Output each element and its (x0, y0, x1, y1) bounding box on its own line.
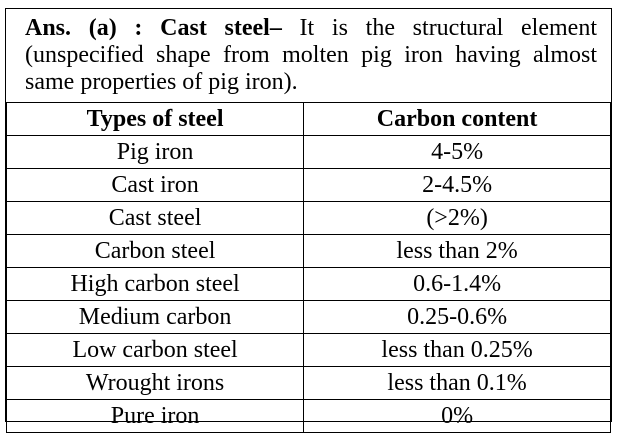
header-types-of-steel: Types of steel (5, 102, 305, 136)
answer-text: It is the structural element (unspecifie… (25, 15, 597, 95)
steel-type-cell: Cast steel (5, 201, 305, 235)
table-row: Cast iron 2-4.5% (5, 168, 611, 202)
carbon-content-cell: less than 2% (303, 234, 611, 268)
answer-paragraph: Ans. (a) : Cast steel– It is the structu… (6, 9, 611, 102)
steel-type-cell: Carbon steel (5, 234, 305, 268)
carbon-content-cell: 0% (303, 399, 611, 433)
carbon-content-table: Types of steel Carbon content Pig iron 4… (5, 102, 611, 433)
table-row: Cast steel (>2%) (5, 201, 611, 235)
carbon-content-cell: 0.6-1.4% (303, 267, 611, 301)
table-row: Pure iron 0% (5, 399, 611, 433)
table-row: Carbon steel less than 2% (5, 234, 611, 268)
answer-box: Ans. (a) : Cast steel– It is the structu… (5, 8, 612, 433)
header-carbon-content: Carbon content (303, 102, 611, 136)
table-row: High carbon steel 0.6-1.4% (5, 267, 611, 301)
table-row: Medium carbon 0.25-0.6% (5, 300, 611, 334)
carbon-content-cell: (>2%) (303, 201, 611, 235)
steel-type-cell: Medium carbon (5, 300, 305, 334)
steel-type-cell: Wrought irons (5, 366, 305, 400)
steel-type-cell: Cast iron (5, 168, 305, 202)
table-row: Low carbon steel less than 0.25% (5, 333, 611, 367)
table-header-row: Types of steel Carbon content (5, 102, 611, 136)
table-row: Pig iron 4-5% (5, 135, 611, 169)
carbon-content-cell: less than 0.1% (303, 366, 611, 400)
carbon-content-cell: 4-5% (303, 135, 611, 169)
table-row: Wrought irons less than 0.1% (5, 366, 611, 400)
carbon-content-cell: 2-4.5% (303, 168, 611, 202)
steel-type-cell: Low carbon steel (5, 333, 305, 367)
steel-type-cell: Pure iron (5, 399, 305, 433)
carbon-content-cell: 0.25-0.6% (303, 300, 611, 334)
carbon-content-cell: less than 0.25% (303, 333, 611, 367)
answer-lead: Ans. (a) : Cast steel– (25, 15, 282, 41)
steel-type-cell: High carbon steel (5, 267, 305, 301)
steel-type-cell: Pig iron (5, 135, 305, 169)
